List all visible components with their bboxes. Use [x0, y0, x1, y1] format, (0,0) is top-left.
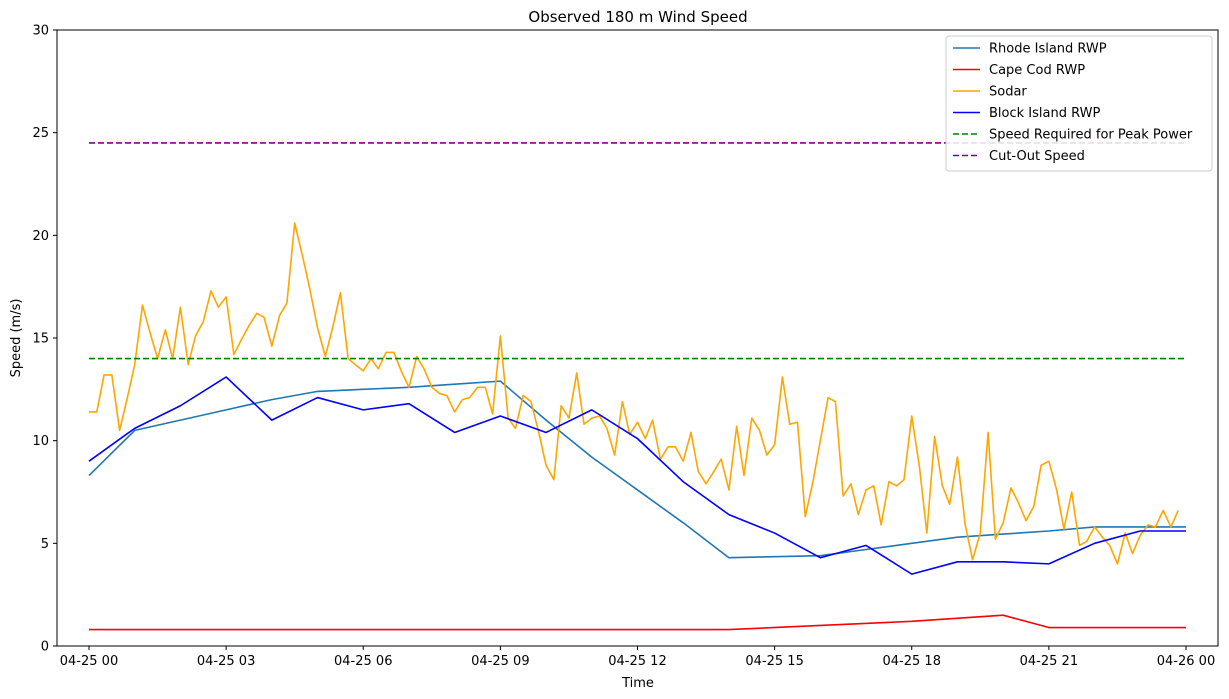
y-tick-label: 30 [32, 24, 49, 39]
legend-label: Sodar [989, 85, 1027, 100]
y-axis: 0 5 10 15 20 25 30 [32, 24, 57, 655]
series-layer [88, 142, 1186, 631]
legend-label: Cape Cod RWP [989, 63, 1085, 78]
legend-label: Block Island RWP [989, 106, 1100, 121]
x-tick-label: 04-25 15 [745, 654, 803, 669]
x-tick-label: 04-25 00 [60, 654, 118, 669]
y-tick-label: 15 [32, 332, 49, 347]
x-tick-label: 04-25 03 [197, 654, 255, 669]
legend: Rhode Island RWP Cape Cod RWP Sodar Block I… [945, 35, 1213, 172]
series-line-rhode-island-rwp [88, 380, 1186, 559]
y-tick-label: 25 [32, 126, 49, 141]
x-tick-label: 04-25 21 [1020, 654, 1078, 669]
legend-box [945, 35, 1213, 172]
x-tick-label: 04-26 00 [1157, 654, 1215, 669]
y-tick-label: 10 [32, 434, 49, 449]
x-tick-label: 04-25 09 [471, 654, 529, 669]
x-tick-label: 04-25 12 [608, 654, 666, 669]
chart-title: Observed 180 m Wind Speed [528, 8, 747, 26]
x-tick-label: 04-25 06 [334, 654, 392, 669]
legend-label: Rhode Island RWP [989, 42, 1107, 57]
y-axis-title: Speed (m/s) [9, 299, 24, 378]
series-line-cape-cod-rwp [89, 614, 1186, 631]
y-tick-label: 20 [32, 229, 49, 244]
series-line-block-island-rwp [88, 376, 1186, 575]
x-axis-title: Time [621, 676, 654, 691]
legend-label: Speed Required for Peak Power [989, 128, 1193, 143]
y-tick-label: 0 [41, 640, 49, 655]
x-tick-label: 04-25 18 [883, 654, 941, 669]
legend-label: Cut-Out Speed [989, 149, 1085, 164]
series-line-sodar [89, 222, 1179, 565]
x-axis: 04-25 00 04-25 03 04-25 06 04-25 09 04-25 12… [60, 646, 1215, 669]
y-tick-label: 5 [41, 537, 49, 552]
